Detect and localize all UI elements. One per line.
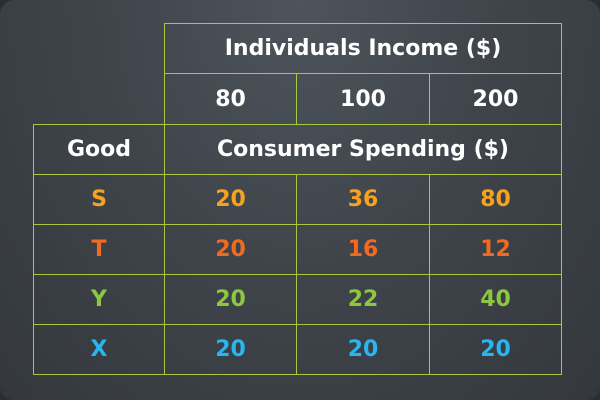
income-level-header: 80: [215, 86, 246, 112]
grid-line: [33, 174, 562, 175]
table-cell: 80: [480, 187, 511, 212]
table-cell: 20: [347, 337, 379, 362]
spending-header: Consumer Spending ($): [217, 137, 509, 162]
table-cell: 20: [480, 337, 511, 362]
grid-line: [33, 124, 562, 125]
grid-line: [33, 274, 562, 275]
table-cell: 20: [215, 237, 246, 262]
grid-line: [164, 23, 165, 375]
grid-line: [33, 324, 562, 325]
grid-line: [296, 73, 297, 124]
good-label: X: [90, 337, 108, 362]
grid-line: [296, 174, 297, 375]
grid-line: [561, 23, 562, 375]
table-cell: 12: [480, 237, 511, 262]
income-level-header: 100: [340, 86, 386, 112]
grid-line: [164, 23, 562, 24]
good-header: Good: [66, 137, 132, 162]
income-header: Individuals Income ($): [224, 36, 502, 61]
grid-line: [164, 73, 562, 74]
good-label: S: [91, 187, 107, 212]
grid-line: [33, 374, 562, 375]
grid-line: [429, 174, 430, 375]
table-cell: 40: [480, 287, 511, 312]
grid-line: [429, 73, 430, 124]
table-cell: 36: [347, 187, 379, 212]
table-cell: 20: [215, 187, 246, 212]
table-cell: 20: [215, 337, 246, 362]
good-label: T: [91, 237, 107, 262]
table-cell: 20: [215, 287, 246, 312]
grid-line: [33, 124, 34, 375]
table-cell: 16: [347, 237, 379, 262]
income-level-header: 200: [472, 86, 519, 112]
good-label: Y: [91, 287, 107, 312]
table-cell: 22: [347, 287, 379, 312]
grid-line: [33, 224, 562, 225]
